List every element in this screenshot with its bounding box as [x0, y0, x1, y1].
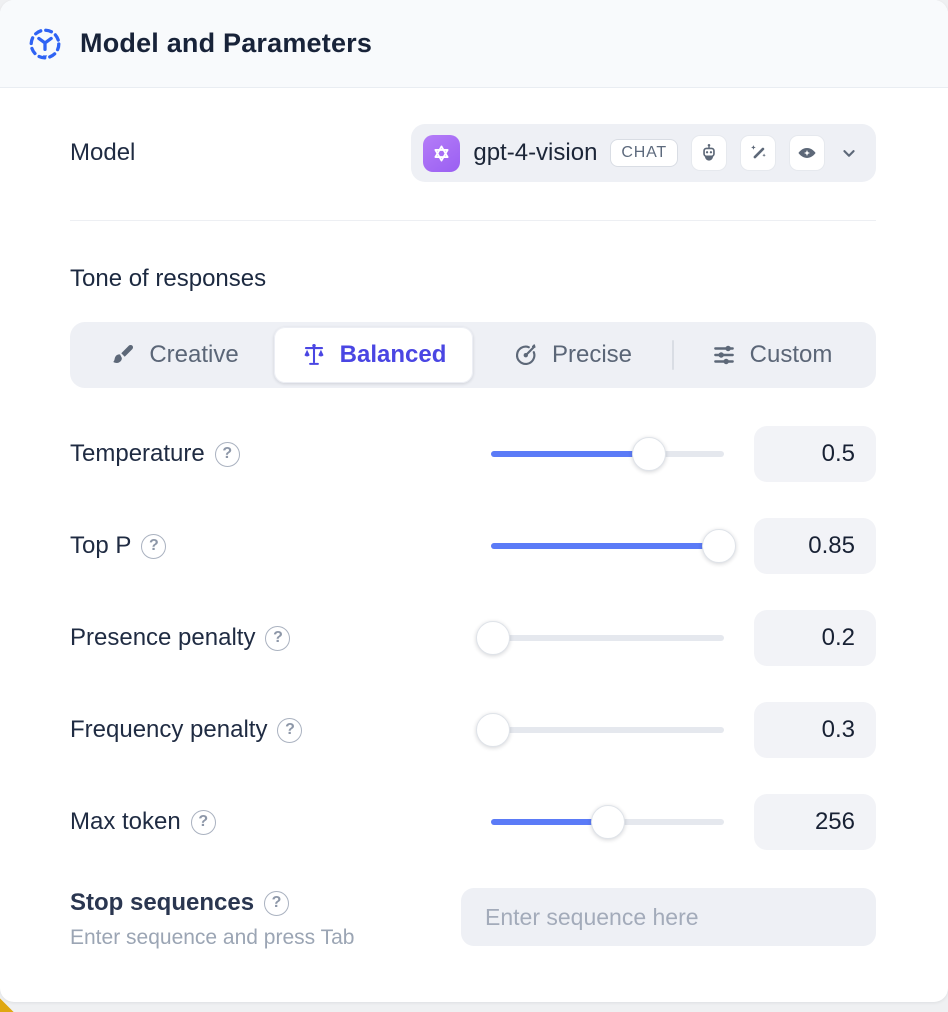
help-icon[interactable]: ?	[214, 441, 240, 467]
top-p-value[interactable]: 0.85	[754, 518, 876, 574]
tone-option-label: Custom	[749, 341, 833, 368]
stop-sequences-helper: Enter sequence and press Tab	[70, 926, 355, 949]
slider-thumb[interactable]	[476, 621, 511, 655]
top-p-slider[interactable]	[491, 528, 737, 564]
tone-option-creative[interactable]: Creative	[75, 327, 274, 383]
model-3d-icon	[27, 26, 63, 62]
target-icon	[513, 342, 539, 368]
tone-option-custom[interactable]: Custom	[672, 327, 871, 383]
model-type-badge: CHAT	[610, 139, 678, 167]
param-label: Temperature	[70, 440, 205, 467]
model-select[interactable]: gpt-4-vision CHAT	[411, 124, 876, 182]
stop-sequences-label: Stop sequences	[70, 889, 255, 916]
tone-option-label: Creative	[149, 341, 239, 368]
param-label: Max token	[70, 808, 181, 835]
robot-icon	[691, 135, 727, 171]
frequency-penalty-value[interactable]: 0.3	[754, 702, 876, 758]
panel-header: Model and Parameters	[0, 0, 948, 88]
help-icon[interactable]: ?	[277, 717, 303, 743]
slider-thumb[interactable]	[702, 529, 737, 563]
param-row-presence-penalty: Presence penalty ? 0.2	[70, 610, 876, 666]
balance-scale-icon	[301, 342, 327, 368]
panel-title: Model and Parameters	[80, 28, 373, 58]
param-label: Frequency penalty	[70, 716, 268, 743]
param-row-frequency-penalty: Frequency penalty ? 0.3	[70, 702, 876, 758]
slider-thumb[interactable]	[632, 437, 667, 471]
segment-divider	[672, 340, 674, 370]
vision-eye-icon	[789, 135, 825, 171]
slider-thumb[interactable]	[476, 713, 511, 747]
presence-penalty-value[interactable]: 0.2	[754, 610, 876, 666]
max-token-value[interactable]: 256	[754, 794, 876, 850]
param-row-max-token: Max token ? 256	[70, 794, 876, 850]
tone-option-balanced[interactable]: Balanced	[274, 327, 473, 383]
help-icon[interactable]: ?	[265, 625, 291, 651]
tone-option-label: Precise	[551, 341, 633, 368]
param-label: Top P	[70, 532, 132, 559]
help-icon[interactable]: ?	[264, 890, 290, 916]
stop-sequences-row: Stop sequences ? Enter sequence and pres…	[70, 888, 876, 950]
sliders-icon	[711, 342, 737, 368]
section-divider	[70, 220, 876, 221]
openai-logo	[423, 134, 461, 172]
help-icon[interactable]: ?	[141, 533, 167, 559]
magic-wand-icon	[740, 135, 776, 171]
stop-sequences-label-group: Stop sequences ? Enter sequence and pres…	[70, 888, 354, 950]
tone-option-label: Balanced	[339, 341, 447, 368]
slider-thumb[interactable]	[590, 805, 625, 839]
model-row: Model gpt-4-vision CHAT	[70, 124, 876, 182]
paintbrush-icon	[110, 342, 136, 368]
param-row-temperature: Temperature ? 0.5	[70, 426, 876, 482]
param-label: Presence penalty	[70, 624, 256, 651]
model-name: gpt-4-vision	[473, 139, 598, 166]
temperature-slider[interactable]	[491, 436, 724, 472]
param-row-top-p: Top P ? 0.85	[70, 518, 876, 574]
model-label: Model	[70, 139, 136, 166]
help-icon[interactable]: ?	[190, 809, 216, 835]
tone-segmented-control: Creative Balanced	[70, 322, 876, 388]
max-token-slider[interactable]	[491, 804, 724, 840]
tone-heading: Tone of responses	[70, 265, 267, 292]
chevron-down-icon	[838, 142, 860, 164]
stop-sequences-input[interactable]	[461, 888, 876, 946]
tone-option-precise[interactable]: Precise	[473, 327, 672, 383]
temperature-value[interactable]: 0.5	[754, 426, 876, 482]
presence-penalty-slider[interactable]	[476, 620, 724, 656]
frequency-penalty-slider[interactable]	[476, 712, 724, 748]
